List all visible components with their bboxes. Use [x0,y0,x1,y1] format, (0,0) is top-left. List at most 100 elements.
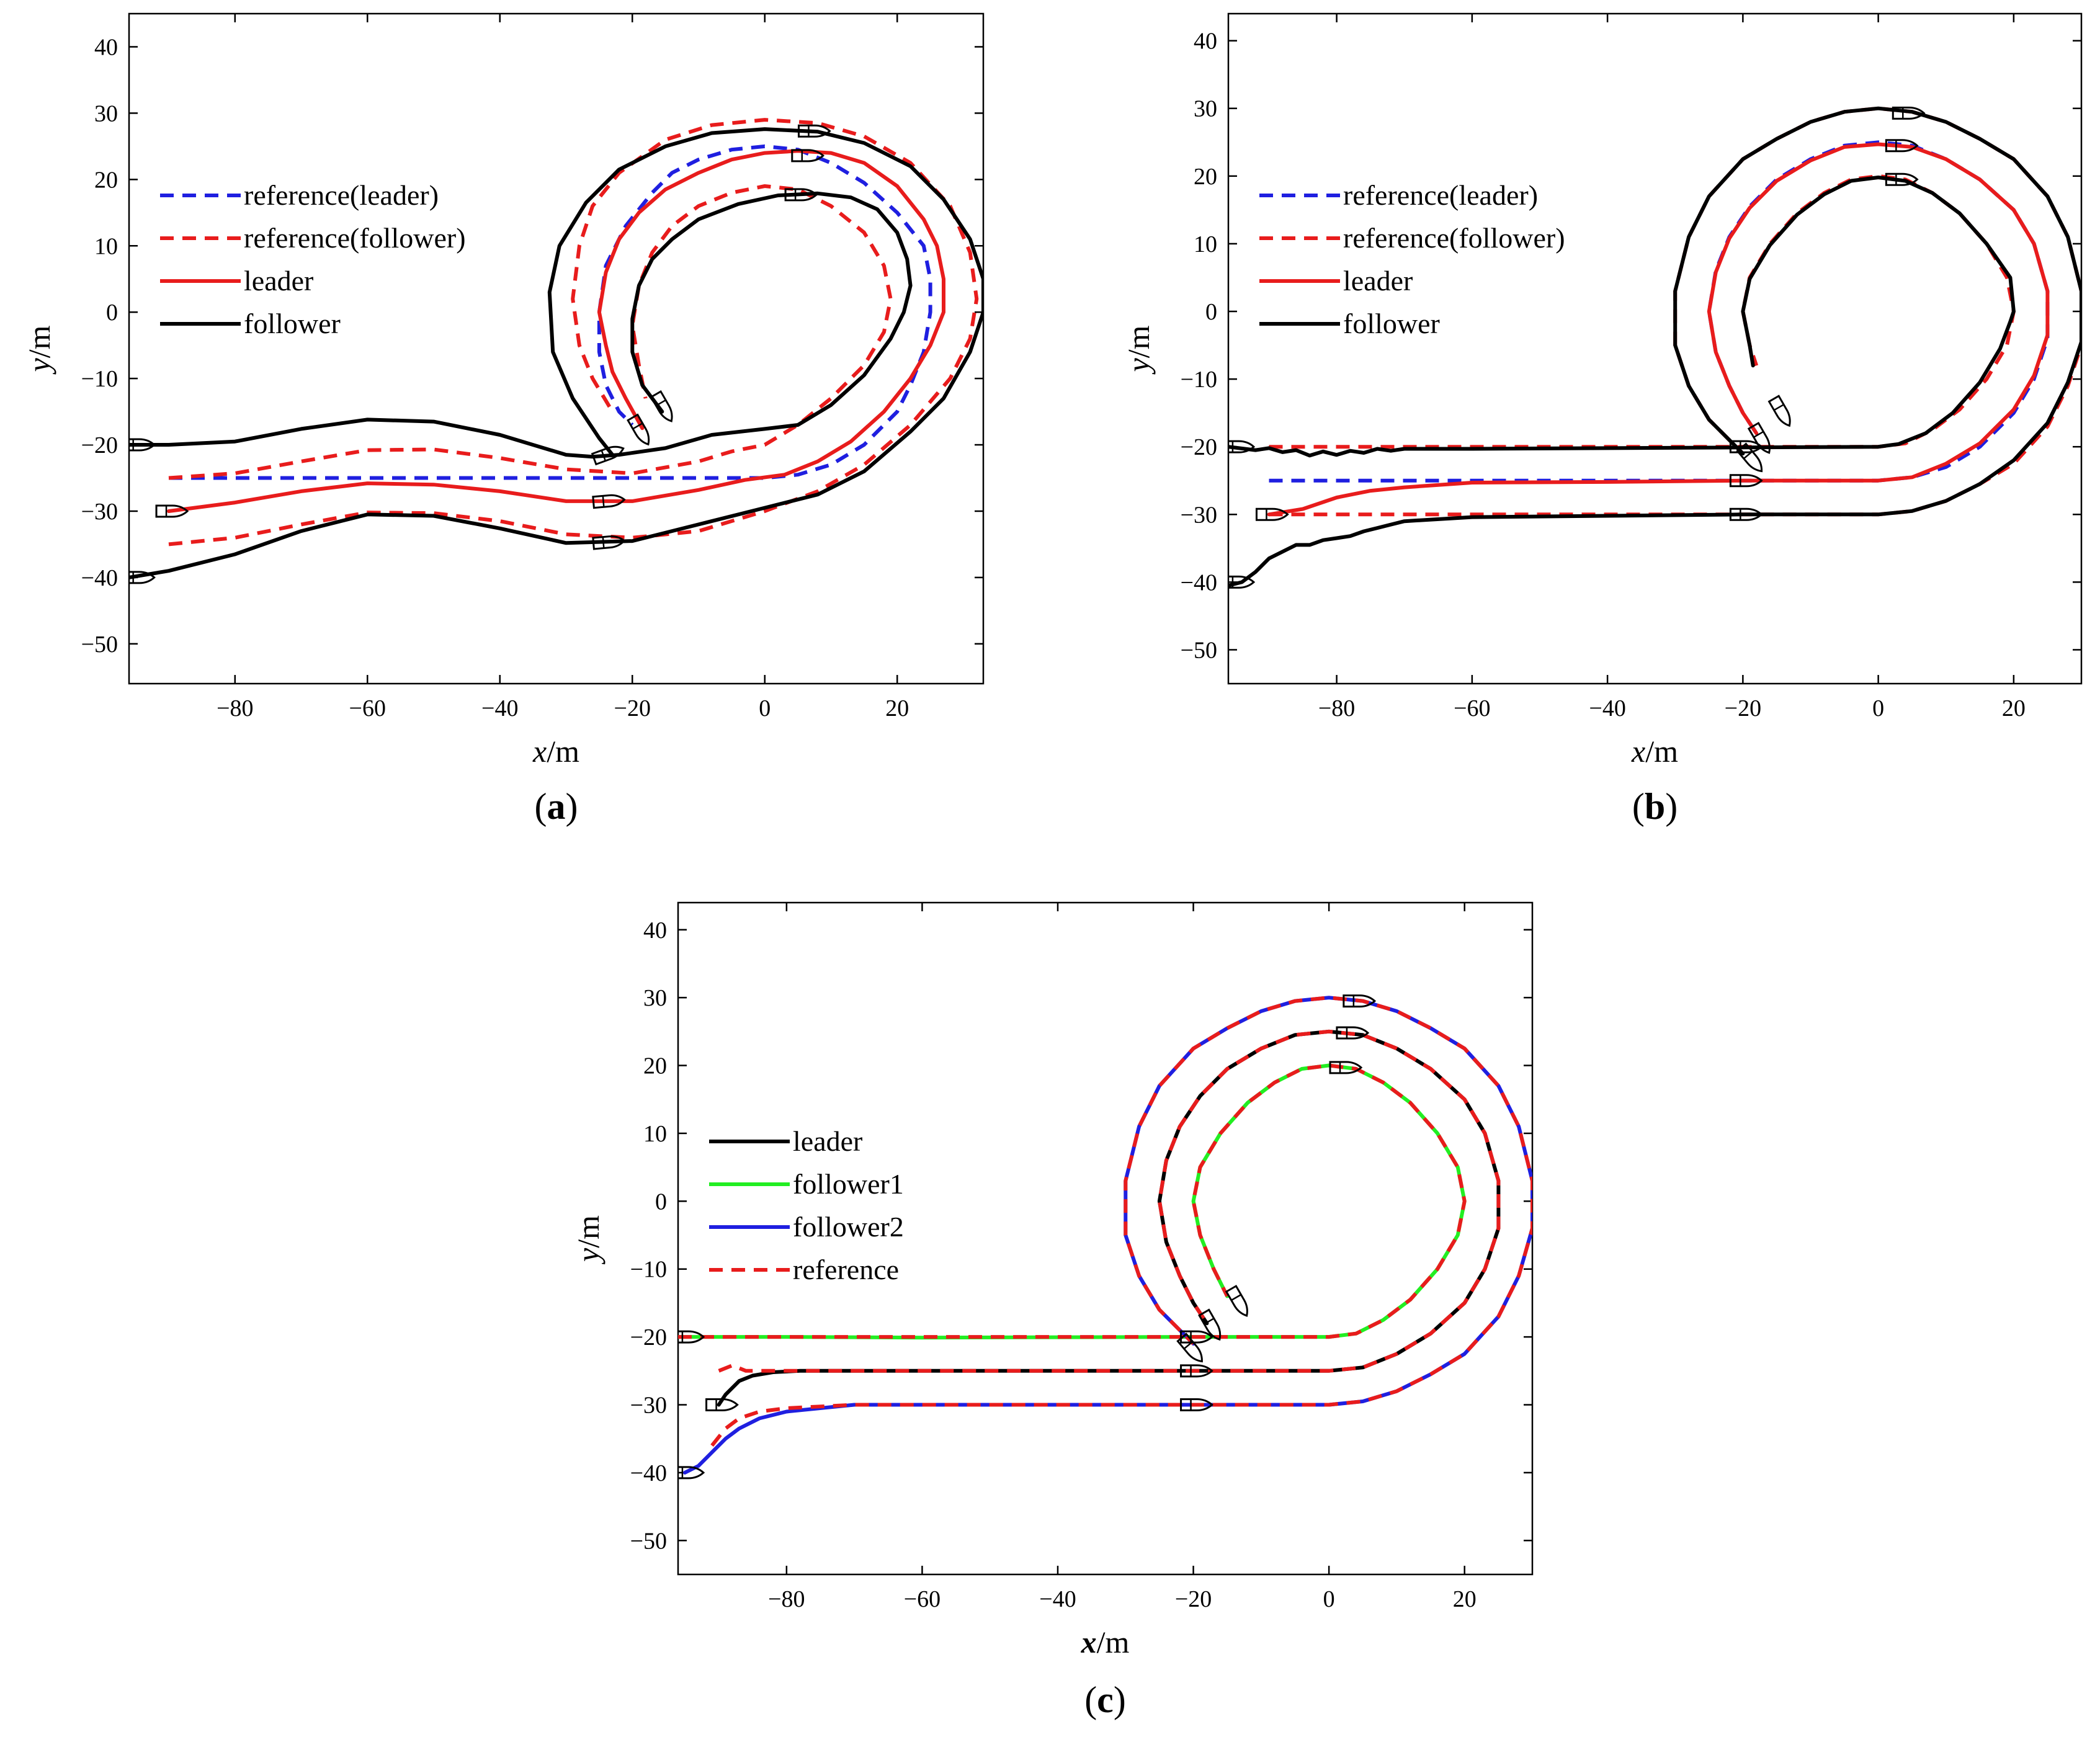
vessel-marker [1885,172,1919,186]
vessel-marker [591,445,625,466]
y-tick-label: −30 [81,499,118,525]
x-tick-label: −60 [904,1586,941,1612]
series-line-leader [1267,142,2050,517]
x-axis-label: x/m [1631,734,1678,769]
vessel-marker [1180,1398,1213,1412]
vessel-marker [1747,421,1771,454]
y-tick-label: −10 [1181,367,1217,393]
x-tick-label: −40 [1589,695,1625,721]
legend-label: reference [793,1254,899,1285]
y-tick-label: 10 [94,233,118,259]
y-tick-label: −50 [1181,637,1217,663]
series-line-reference-leader- [169,144,932,480]
vessel-marker [1336,1026,1370,1040]
series-line-follower [129,191,913,459]
plot-frame [1227,12,2083,685]
legend-label: follower [1343,308,1440,339]
series-line-follower [1228,106,2081,587]
panel-a: −80 −60 −40 −20 0 20 −50 −40 −30 −20 −10 0 10 20 30 40 x… [22,12,985,827]
plot-frame [677,901,1534,1576]
y-axis-label: y/m [1121,325,1156,375]
series-line-follower [1228,176,2016,458]
vessel-marker [705,1398,739,1412]
vessel-marker [1176,1333,1203,1363]
vessel-marker [1198,1308,1222,1341]
vessel-marker [592,494,626,509]
y-tick-label: 40 [94,34,118,60]
series-line-reference-follower- [168,184,893,480]
panel-b: −80 −60 −40 −20 0 20 −50 −40 −30 −20 −10 0 10 20 30 40 x… [1121,12,2083,827]
vessel-marker [129,438,156,452]
y-tick-label: −30 [1181,502,1217,528]
vessel-marker [1255,507,1289,521]
x-tick-label: −80 [768,1586,805,1612]
legend-label: leader [793,1125,862,1157]
x-tick-label: 0 [1872,695,1884,721]
y-tick-label: −40 [1181,569,1217,596]
legend-label: leader [1343,265,1413,297]
vessel-marker [1892,106,1926,120]
vessel-marker [1729,474,1763,488]
y-tick-label: 30 [94,100,118,127]
y-tick-label: −10 [630,1257,667,1283]
y-tick-label: −20 [630,1324,667,1350]
vessel-marker [678,1466,705,1480]
vessel-marker [1885,139,1919,153]
x-tick-label: −60 [1454,695,1490,721]
series-line-reference [718,1029,1501,1373]
vessel-marker [797,124,831,138]
x-tick-label: 20 [2002,695,2026,721]
vessel-marker [1736,442,1763,473]
series-line-leader [167,149,945,513]
legend-label: follower [244,308,341,339]
y-tick-label: 20 [94,167,118,193]
legend-label: reference(leader) [244,179,439,211]
legend-label: reference(leader) [1343,179,1538,211]
x-tick-label: 0 [1323,1586,1335,1612]
series-line-reference-follower- [168,118,979,547]
panel-caption: (a) [535,786,578,827]
x-tick-label: −20 [614,695,651,721]
vessel-marker [1228,440,1256,453]
y-tick-label: −40 [630,1460,667,1486]
vessel-marker [155,504,189,518]
y-tick-label: −10 [81,366,118,392]
vessel-marker [784,188,818,202]
x-tick-label: −40 [481,695,518,721]
y-axis-label: y/m [22,325,56,375]
y-tick-label: 20 [643,1053,667,1079]
vessel-marker [791,149,825,163]
x-tick-label: −80 [217,695,253,721]
y-tick-label: −50 [81,632,118,658]
x-tick-label: −80 [1318,695,1355,721]
x-tick-label: −60 [349,695,386,721]
x-tick-label: 20 [1453,1586,1477,1612]
plot-frame [128,12,985,685]
y-tick-label: 30 [643,985,667,1011]
y-tick-label: 0 [1205,299,1217,325]
vessel-marker [1180,1364,1213,1378]
vessel-marker [1343,994,1377,1008]
y-tick-label: 0 [655,1189,667,1215]
series-line-reference [678,1063,1467,1339]
y-tick-label: 0 [106,300,118,326]
legend-label: reference(follower) [244,222,466,254]
vessel-marker [1228,575,1256,589]
vessel-marker [1225,1285,1248,1317]
vessel-marker [1767,395,1791,427]
series-group [678,994,1532,1480]
y-axis-label: y/m [571,1215,605,1265]
y-tick-label: 30 [1194,96,1217,122]
x-tick-label: −20 [1725,695,1761,721]
x-tick-label: 0 [759,695,771,721]
y-tick-label: −30 [630,1393,667,1419]
vessel-marker [650,390,673,422]
panel-c: −80 −60 −40 −20 0 20 −50 −40 −30 −20 −10 0 10 20 30 40 x… [571,901,1534,1720]
y-tick-label: −40 [81,565,118,591]
y-tick-label: −50 [630,1528,667,1554]
series-group [1228,106,2081,589]
y-tick-label: 10 [643,1121,667,1147]
y-tick-label: −20 [81,432,118,458]
vessel-marker [129,571,156,584]
